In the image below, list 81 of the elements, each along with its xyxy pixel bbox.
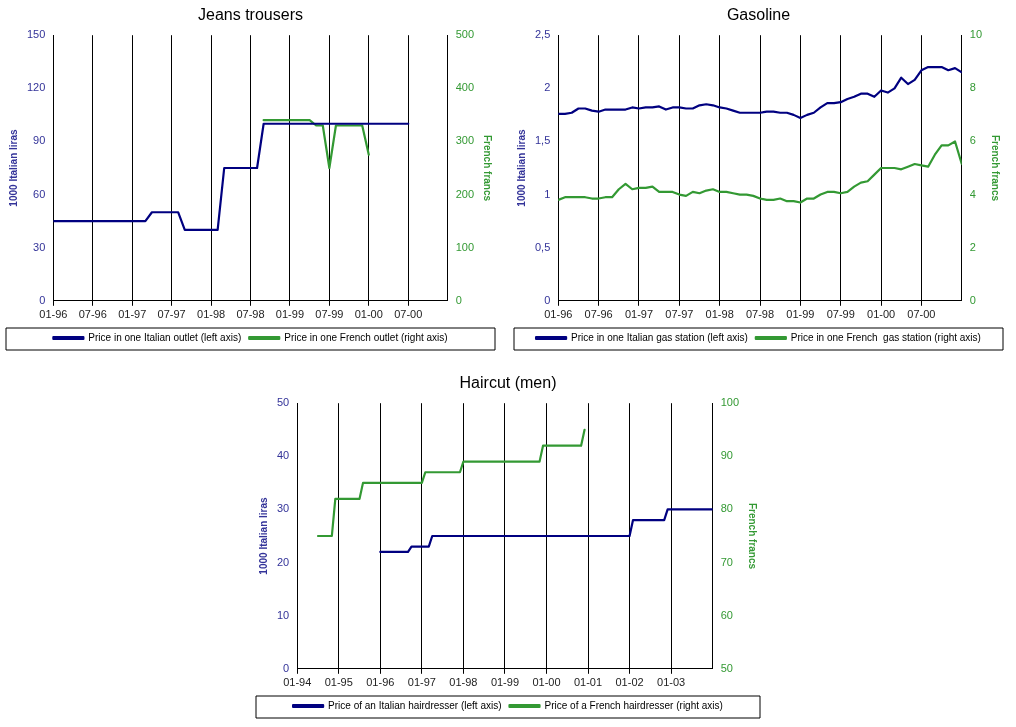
y2-tick-label: 0 (969, 293, 976, 306)
x-tick-label: 01-97 (624, 308, 654, 321)
y-tick-label: 90 (33, 134, 46, 147)
x-tick-label: 01-98 (449, 676, 478, 689)
x-tick-label: 01-99 (786, 308, 815, 321)
x-tick-label: 01-01 (573, 676, 603, 689)
y-tick-label: 30 (33, 240, 46, 253)
y-axis-title: 1000 Italian liras (7, 128, 19, 207)
x-tick-label: 01-97 (407, 676, 436, 689)
legend-label: Price in one Italian outlet (left axis) (88, 331, 242, 343)
x-tick-label: 07-97 (157, 308, 186, 321)
x-tick-label: 01-94 (283, 676, 312, 689)
y2-tick-label: 10 (969, 28, 983, 41)
y2-tick-label: 70 (720, 555, 733, 568)
y2-tick-label: 100 (720, 396, 740, 409)
x-tick-label: 01-96 (366, 676, 395, 689)
y2-tick-label: 100 (455, 240, 475, 253)
y-tick-label: 1 (544, 187, 551, 200)
x-tick-label: 01-96 (39, 308, 68, 321)
x-tick-label: 07-96 (78, 308, 107, 321)
y-tick-label: 0 (544, 293, 551, 306)
legend-label: Price in one Italian gas station (left axis) (571, 331, 748, 343)
chart-title: Jeans trousers (198, 6, 303, 24)
y-tick-label: 150 (26, 28, 46, 41)
x-tick-label: 07-99 (826, 308, 855, 321)
y-tick-label: 50 (276, 396, 290, 409)
y-tick-label: 2 (544, 81, 551, 94)
x-tick-label: 01-03 (657, 676, 686, 689)
y2-tick-label: 2 (969, 240, 976, 253)
x-tick-label: 01-00 (354, 308, 383, 321)
legend-label: Price in one French outlet (right axis) (284, 331, 448, 343)
y2-tick-label: 200 (455, 187, 475, 200)
y2-tick-label: 90 (720, 449, 733, 462)
y-tick-label: 120 (26, 81, 46, 94)
y-tick-label: 10 (276, 608, 290, 621)
y2-axis-title: French francs (482, 134, 494, 202)
y2-tick-label: 6 (969, 134, 976, 147)
x-tick-label: 07-98 (236, 308, 265, 321)
x-tick-label: 01-97 (118, 308, 147, 321)
x-tick-label: 07-98 (745, 308, 775, 321)
y-tick-label: 0 (39, 293, 46, 306)
y2-tick-label: 60 (720, 608, 733, 621)
y-tick-label: 2,5 (534, 28, 551, 41)
x-tick-label: 07-99 (315, 308, 344, 321)
x-tick-label: 07-96 (584, 308, 613, 321)
y-tick-label: 1,5 (534, 134, 551, 147)
y2-tick-label: 300 (455, 134, 475, 147)
y2-tick-label: 50 (720, 661, 733, 674)
x-tick-label: 01-98 (705, 308, 734, 321)
y2-tick-label: 500 (455, 28, 475, 41)
y-tick-label: 30 (276, 502, 290, 515)
y2-axis-title: French francs (990, 134, 1002, 202)
legend-label: Price in one French gas station (right axis) (790, 331, 981, 343)
x-tick-label: 01-00 (867, 308, 896, 321)
x-tick-label: 07-97 (665, 308, 694, 321)
y-axis-title: 1000 Italian liras (257, 496, 269, 575)
x-tick-label: 01-99 (275, 308, 304, 321)
legend-label: Price of a French hairdresser (right axis) (544, 699, 723, 711)
y-tick-label: 60 (33, 187, 46, 200)
x-tick-label: 01-99 (490, 676, 520, 689)
x-tick-label: 07-00 (907, 308, 936, 321)
y-tick-label: 0 (283, 661, 290, 674)
y-tick-label: 20 (276, 555, 290, 568)
x-tick-label: 01-02 (615, 676, 644, 689)
x-tick-label: 01-98 (197, 308, 226, 321)
y2-tick-label: 8 (969, 81, 976, 94)
legend-label: Price of an Italian hairdresser (left axis) (328, 699, 502, 711)
y2-tick-label: 4 (969, 187, 976, 200)
y2-tick-label: 400 (455, 81, 475, 94)
x-tick-label: 01-95 (324, 676, 353, 689)
chart-title: Gasoline (726, 6, 791, 24)
y2-axis-title: French francs (747, 502, 759, 570)
y2-tick-label: 0 (455, 293, 462, 306)
y-axis-title: 1000 Italian liras (515, 128, 527, 207)
x-tick-label: 01-96 (544, 308, 573, 321)
y-tick-label: 0,5 (534, 240, 551, 253)
x-tick-label: 01-00 (532, 676, 561, 689)
x-tick-label: 07-00 (394, 308, 423, 321)
y-tick-label: 40 (276, 449, 290, 462)
y2-tick-label: 80 (720, 502, 733, 515)
chart-title: Haircut (men) (459, 374, 557, 392)
